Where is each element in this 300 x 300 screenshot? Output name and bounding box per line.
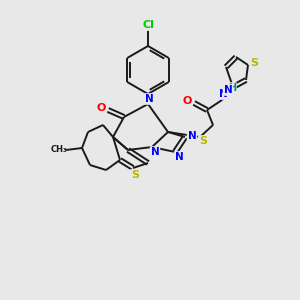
Text: O: O bbox=[96, 103, 106, 113]
Text: S: S bbox=[199, 136, 207, 146]
Text: CH₃: CH₃ bbox=[51, 146, 67, 154]
Text: N: N bbox=[175, 152, 183, 162]
Text: N: N bbox=[188, 131, 196, 141]
Text: H: H bbox=[228, 83, 236, 93]
Text: S: S bbox=[131, 170, 139, 180]
Text: N: N bbox=[224, 85, 232, 95]
Text: O: O bbox=[182, 96, 192, 106]
Text: N: N bbox=[219, 89, 227, 99]
Text: N: N bbox=[151, 147, 159, 157]
Text: S: S bbox=[250, 58, 258, 68]
Text: Cl: Cl bbox=[142, 20, 154, 30]
Text: N: N bbox=[145, 94, 153, 104]
